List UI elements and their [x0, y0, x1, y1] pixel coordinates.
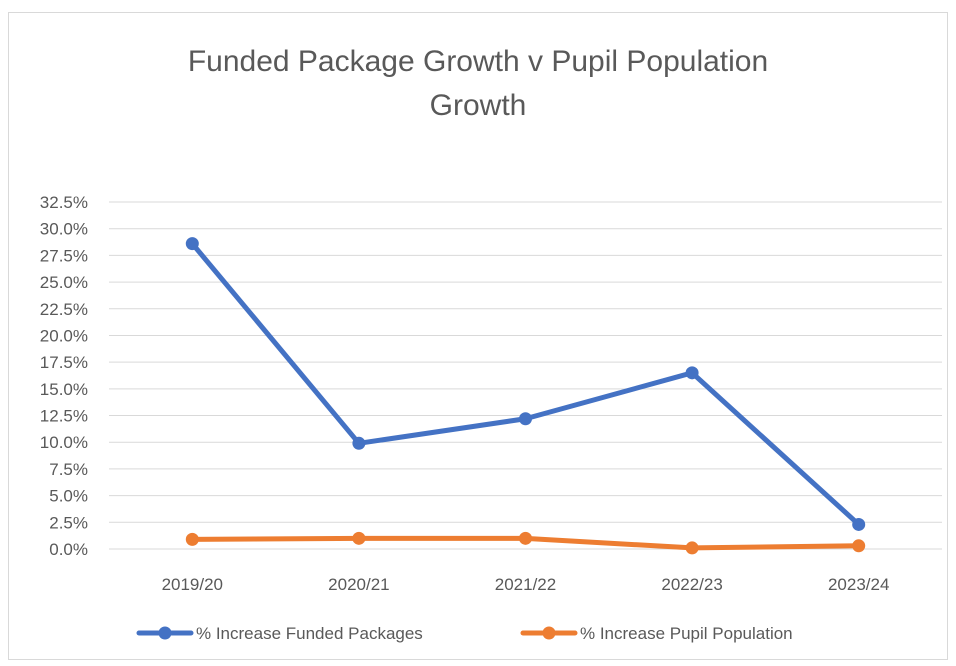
y-tick-label: 20.0%	[40, 326, 88, 345]
gridlines	[109, 201, 942, 550]
y-tick-label: 25.0%	[40, 273, 88, 292]
y-tick-label: 32.5%	[40, 193, 88, 212]
y-tick-label: 22.5%	[40, 300, 88, 319]
x-tick-label: 2020/21	[328, 575, 389, 594]
x-tick-label: 2019/20	[162, 575, 223, 594]
data-point-series-1	[519, 412, 532, 426]
chart-title: Funded Package Growth v Pupil Population…	[0, 40, 956, 128]
series-points	[185, 237, 866, 555]
legend-label-1: % Increase Funded Packages	[196, 624, 423, 643]
legend-marker-1	[158, 626, 172, 640]
y-tick-label: 17.5%	[40, 353, 88, 372]
x-axis-ticks: 2019/20 2020/21 2021/22 2022/23 2023/24	[162, 575, 890, 594]
x-tick-label: 2021/22	[495, 575, 556, 594]
y-tick-label: 30.0%	[40, 220, 88, 239]
legend-label-2: % Increase Pupil Population	[580, 624, 793, 643]
data-point-series-1	[352, 436, 366, 450]
y-tick-label: 15.0%	[40, 380, 88, 399]
data-point-series-2	[519, 531, 532, 545]
y-tick-label: 5.0%	[49, 487, 88, 506]
data-point-series-1	[685, 366, 699, 380]
legend-marker-2	[542, 626, 556, 640]
y-tick-label: 0.0%	[49, 540, 88, 559]
data-point-series-2	[352, 531, 366, 545]
y-tick-label: 7.5%	[49, 460, 88, 479]
y-tick-label: 12.5%	[40, 407, 88, 426]
y-axis-ticks: 0.0% 2.5% 5.0% 7.5% 10.0% 12.5% 15.0% 17.5% 20.0…	[40, 193, 88, 559]
y-tick-label: 2.5%	[49, 513, 88, 532]
y-tick-label: 10.0%	[40, 433, 88, 452]
data-point-series-1	[852, 517, 866, 531]
series-line-1	[189, 241, 862, 527]
x-tick-label: 2022/23	[661, 575, 722, 594]
data-point-series-2	[852, 539, 866, 553]
legend: % Increase Funded Packages % Increase Pup…	[136, 624, 793, 643]
x-tick-label: 2023/24	[828, 575, 889, 594]
y-tick-label: 27.5%	[40, 246, 88, 265]
chart-frame	[8, 12, 948, 660]
data-point-series-1	[185, 237, 199, 251]
chart-title-line-1: Funded Package Growth v Pupil Population	[187, 45, 769, 78]
chart-title-line-2: Growth	[429, 89, 527, 122]
data-point-series-2	[685, 541, 699, 555]
data-point-series-2	[185, 532, 199, 546]
series-lines	[189, 241, 862, 551]
